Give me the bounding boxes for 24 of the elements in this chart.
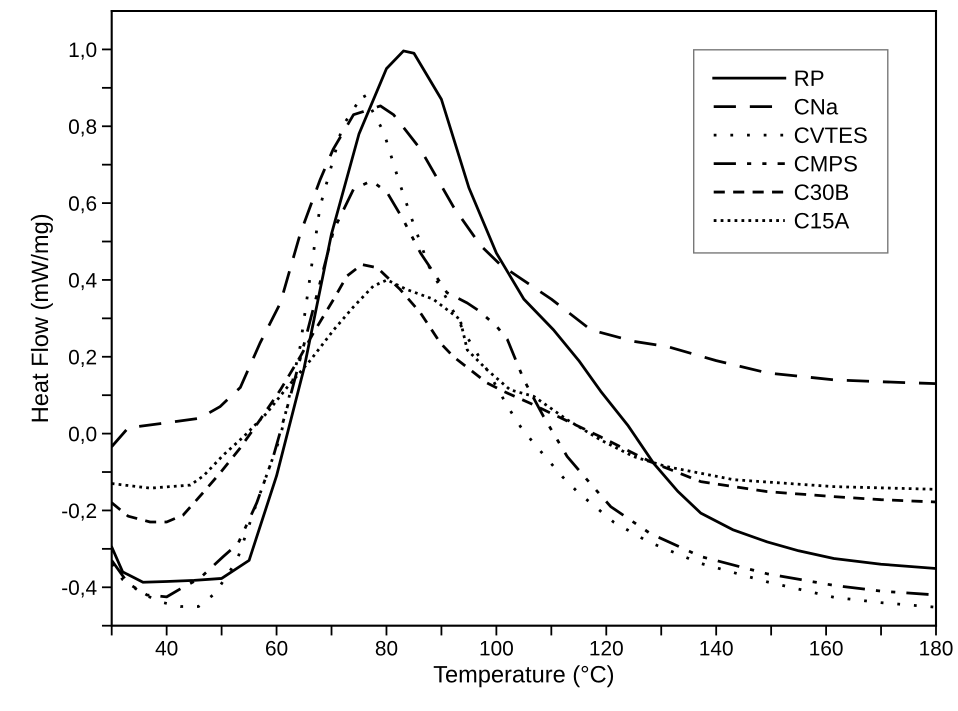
y-tick-label: 0,4 (68, 272, 97, 290)
legend-label: C15A (794, 212, 850, 229)
x-tick-label: 140 (700, 640, 733, 656)
legend-label: RP (796, 70, 824, 86)
y-axis-title: Heat Flow (mW/mg) (30, 214, 53, 422)
x-tick-label: 60 (266, 640, 288, 656)
x-tick-label: 180 (920, 640, 953, 656)
x-axis-title: Temperature (°C) (434, 665, 614, 688)
x-tick-label: 100 (480, 640, 513, 656)
x-tick-label: 80 (376, 640, 398, 656)
y-tick-label: -0,2 (62, 503, 96, 521)
legend-label: C30B (794, 184, 848, 200)
y-tick-label: 0,8 (68, 119, 96, 136)
y-tick-label: 0,0 (68, 426, 96, 444)
legend-label: CVTES (794, 127, 867, 144)
y-tick-label: 1,0 (70, 42, 96, 60)
y-tick-label: 0,6 (68, 196, 96, 214)
y-tick-label: -0,4 (62, 580, 97, 598)
x-tick-label: 120 (590, 640, 623, 656)
y-tick-label: 0,2 (68, 350, 96, 367)
legend-label: CNa (794, 98, 838, 115)
x-tick-label: 160 (810, 640, 843, 656)
x-tick-label: 40 (156, 640, 178, 656)
legend-label: CMPS (794, 156, 857, 172)
